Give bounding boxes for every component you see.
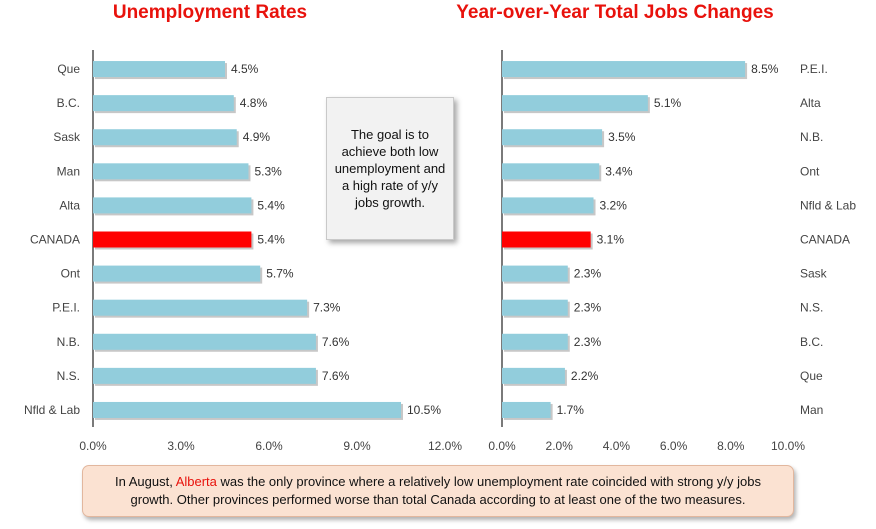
jobs-category-label: Sask bbox=[800, 267, 828, 281]
unemp-category-label: Nfld & Lab bbox=[24, 403, 80, 417]
unemp-bar-que bbox=[93, 61, 225, 78]
unemp-category-label: Alta bbox=[59, 198, 80, 212]
jobs-value-label: 3.5% bbox=[608, 130, 636, 144]
unemp-bar-man bbox=[93, 163, 249, 180]
jobs-category-label: P.E.I. bbox=[800, 62, 828, 76]
jobs-category-label: N.S. bbox=[800, 301, 823, 315]
jobs-value-label: 2.2% bbox=[571, 369, 599, 383]
unemp-value-label: 7.3% bbox=[313, 301, 341, 315]
jobs-value-label: 2.3% bbox=[574, 301, 602, 315]
jobs-value-label: 1.7% bbox=[557, 403, 585, 417]
jobs-bar-canada bbox=[502, 231, 591, 248]
unemp-value-label: 4.9% bbox=[243, 130, 271, 144]
summary-text: In August, Alberta was the only province… bbox=[97, 473, 779, 509]
unemp-value-label: 4.5% bbox=[231, 62, 259, 76]
summary-prefix: In August, bbox=[114, 474, 176, 489]
unemp-value-label: 5.4% bbox=[257, 233, 285, 247]
unemp-x-tick-label: 0.0% bbox=[79, 439, 107, 453]
jobs-bar-p-e-i- bbox=[502, 61, 746, 78]
unemp-value-label: 7.6% bbox=[322, 335, 350, 349]
jobs-value-label: 3.4% bbox=[605, 164, 633, 178]
jobs-bar-man bbox=[502, 401, 551, 418]
unemp-category-label: B.C. bbox=[57, 96, 80, 110]
jobs-category-label: Alta bbox=[800, 96, 821, 110]
goal-callout: The goal is to achieve both low unemploy… bbox=[326, 97, 454, 240]
jobs-x-tick-label: 2.0% bbox=[546, 439, 574, 453]
unemp-value-label: 7.6% bbox=[322, 369, 350, 383]
jobs-x-tick-label: 6.0% bbox=[660, 439, 688, 453]
jobs-category-label: Man bbox=[800, 403, 823, 417]
unemp-bar-p-e-i- bbox=[93, 299, 308, 316]
jobs-bar-que bbox=[502, 367, 565, 384]
unemp-bar-sask bbox=[93, 129, 237, 146]
unemp-category-label: Sask bbox=[53, 130, 81, 144]
chart-title-unemployment: Unemployment Rates bbox=[112, 2, 308, 23]
jobs-bar-b-c- bbox=[502, 333, 568, 350]
jobs-category-label: Nfld & Lab bbox=[800, 198, 856, 212]
unemp-bar-n-s- bbox=[93, 367, 316, 384]
jobs-bar-nfld-lab bbox=[502, 197, 594, 214]
unemp-category-label: Ont bbox=[61, 267, 81, 281]
unemp-category-label: N.S. bbox=[57, 369, 80, 383]
unemp-category-label: Que bbox=[57, 62, 80, 76]
jobs-value-label: 2.3% bbox=[574, 267, 602, 281]
unemp-bar-canada bbox=[93, 231, 252, 248]
summary-highlight: Alberta bbox=[175, 474, 217, 489]
jobs-category-label: Que bbox=[800, 369, 823, 383]
jobs-bar-sask bbox=[502, 265, 568, 282]
jobs-value-label: 2.3% bbox=[574, 335, 602, 349]
unemp-x-tick-label: 12.0% bbox=[428, 439, 462, 453]
unemp-value-label: 5.7% bbox=[266, 267, 294, 281]
unemp-category-label: CANADA bbox=[30, 233, 80, 247]
unemp-category-label: Man bbox=[57, 164, 80, 178]
unemp-value-label: 4.8% bbox=[240, 96, 268, 110]
jobs-x-tick-label: 0.0% bbox=[488, 439, 516, 453]
unemp-bar-ont bbox=[93, 265, 261, 282]
summary-suffix: was the only province where a relatively… bbox=[130, 474, 762, 507]
jobs-value-label: 3.1% bbox=[597, 233, 625, 247]
jobs-value-label: 3.2% bbox=[600, 198, 628, 212]
summary-note: In August, Alberta was the only province… bbox=[82, 465, 794, 517]
goal-text: The goal is to achieve both low unemploy… bbox=[334, 127, 446, 210]
jobs-bar-n-b- bbox=[502, 129, 603, 146]
unemp-bar-alta bbox=[93, 197, 252, 214]
jobs-x-tick-label: 8.0% bbox=[717, 439, 745, 453]
chart-title-jobs-change: Year-over-Year Total Jobs Changes bbox=[456, 2, 774, 23]
jobs-bar-n-s- bbox=[502, 299, 568, 316]
jobs-category-label: B.C. bbox=[800, 335, 823, 349]
jobs-category-label: N.B. bbox=[800, 130, 823, 144]
unemp-x-tick-label: 3.0% bbox=[167, 439, 195, 453]
unemp-bar-n-b- bbox=[93, 333, 316, 350]
unemp-bar-nfld-lab bbox=[93, 401, 401, 418]
jobs-x-tick-label: 4.0% bbox=[603, 439, 631, 453]
unemp-value-label: 5.4% bbox=[257, 198, 285, 212]
unemp-value-label: 10.5% bbox=[407, 403, 441, 417]
jobs-category-label: CANADA bbox=[800, 233, 850, 247]
jobs-value-label: 8.5% bbox=[751, 62, 779, 76]
unemp-category-label: N.B. bbox=[57, 335, 80, 349]
unemp-x-tick-label: 6.0% bbox=[255, 439, 283, 453]
jobs-value-label: 5.1% bbox=[654, 96, 682, 110]
unemp-category-label: P.E.I. bbox=[52, 301, 80, 315]
jobs-category-label: Ont bbox=[800, 164, 820, 178]
unemp-bar-b-c- bbox=[93, 95, 234, 112]
jobs-bar-ont bbox=[502, 163, 600, 180]
unemp-x-tick-label: 9.0% bbox=[343, 439, 371, 453]
unemp-value-label: 5.3% bbox=[254, 164, 282, 178]
jobs-x-tick-label: 10.0% bbox=[771, 439, 805, 453]
jobs-bar-alta bbox=[502, 95, 648, 112]
